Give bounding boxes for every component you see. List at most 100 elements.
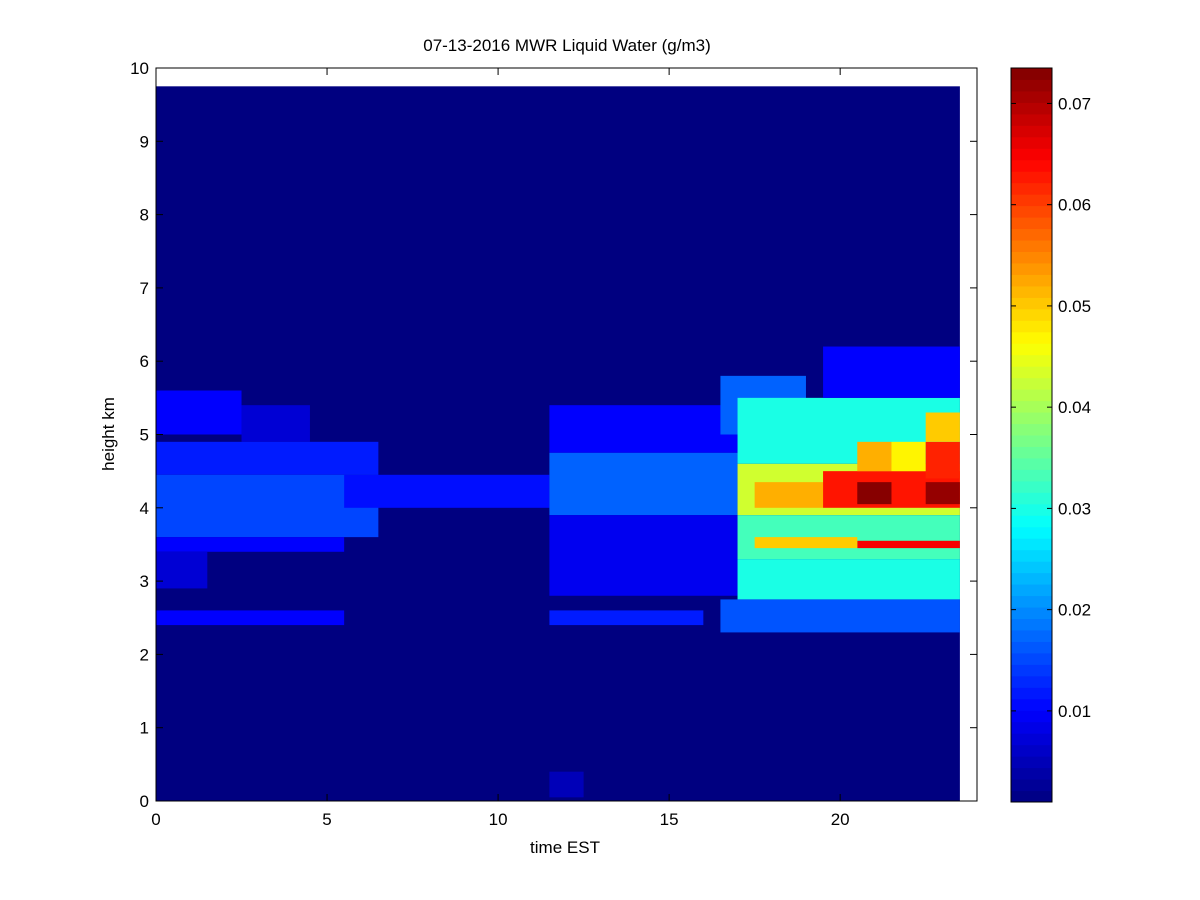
colorbar-ticks: 0.01 0.02 0.03 0.04 0.05 0.06 0.07	[1011, 94, 1091, 721]
y-tick-label: 7	[140, 279, 149, 298]
y-tick-label: 2	[140, 645, 149, 664]
colorbar-segment	[1011, 779, 1052, 792]
colorbar-segment	[1011, 423, 1052, 436]
colorbar-tick-label: 0.03	[1058, 499, 1091, 518]
heatmap-cell	[720, 599, 960, 633]
x-tick-label: 20	[831, 810, 850, 829]
colorbar-frame	[1010, 67, 1053, 803]
colorbar-segment	[1011, 595, 1052, 608]
colorbar-segment	[1011, 251, 1052, 264]
colorbar-segment	[1011, 182, 1052, 195]
colorbar-segment	[1011, 572, 1052, 585]
y-axis: 0 1 2 3 4 5 6 7 8 9 10	[130, 59, 977, 811]
x-tick-label: 5	[322, 810, 331, 829]
y-tick-label: 0	[140, 792, 149, 811]
colorbar-segment	[1011, 343, 1052, 356]
heatmap-cell	[857, 441, 892, 472]
y-tick-label: 1	[140, 719, 149, 738]
colorbar-segment	[1011, 687, 1052, 700]
colorbar-segment	[1011, 710, 1052, 723]
colorbar-segment	[1011, 652, 1052, 665]
colorbar-segment	[1011, 171, 1052, 184]
heatmap-cell	[925, 482, 960, 505]
x-axis-label: time EST	[530, 838, 600, 857]
y-axis-label: height km	[99, 397, 118, 471]
colorbar-tick-label: 0.02	[1058, 601, 1091, 620]
colorbar-segment	[1011, 240, 1052, 252]
heatmap-cell	[549, 610, 704, 626]
colorbar-segment	[1011, 664, 1052, 677]
colorbar-tick-label: 0.01	[1058, 702, 1091, 721]
colorbar-segment	[1011, 457, 1052, 470]
colorbar-segment	[1011, 274, 1052, 287]
heatmap-cell	[737, 559, 960, 600]
colorbar-segment	[1011, 366, 1052, 379]
colorbar-segment	[1011, 102, 1052, 115]
colorbar-segment	[1011, 549, 1052, 562]
colorbar-segment	[1011, 446, 1052, 459]
colorbar-segment	[1011, 698, 1052, 711]
colorbar-segment	[1011, 389, 1052, 402]
colorbar-segment	[1011, 607, 1052, 619]
colorbar-segment	[1011, 90, 1052, 103]
heatmap-cell	[823, 346, 960, 398]
heatmap-cell	[156, 390, 242, 435]
heatmap-cell	[754, 482, 824, 508]
colorbar-tick-label: 0.06	[1058, 196, 1091, 215]
x-tick-label: 10	[489, 810, 508, 829]
chart-title: 07-13-2016 MWR Liquid Water (g/m3)	[423, 36, 711, 55]
colorbar-segment	[1011, 68, 1052, 80]
x-tick-label: 15	[660, 810, 679, 829]
y-tick-label: 9	[140, 132, 149, 151]
heatmap-cell	[925, 412, 960, 442]
colorbar-segment	[1011, 675, 1052, 688]
y-tick-label: 6	[140, 352, 149, 371]
colorbar-segment	[1011, 308, 1052, 321]
heatmap-cell	[156, 610, 345, 626]
heatmap-cells	[156, 86, 960, 801]
heatmap-cell	[925, 441, 960, 479]
heatmap-cell	[156, 551, 208, 589]
colorbar-tick-label: 0.05	[1058, 297, 1091, 316]
colorbar-segment	[1011, 629, 1052, 642]
colorbar-segment	[1011, 148, 1052, 161]
y-tick-label: 8	[140, 206, 149, 225]
colorbar-segment	[1011, 262, 1052, 275]
colorbar-segment	[1011, 217, 1052, 230]
heatmap-cell	[344, 474, 550, 508]
colorbar-segment	[1011, 515, 1052, 528]
colorbar-segment	[1011, 733, 1052, 746]
colorbar-segment	[1011, 125, 1052, 138]
colorbar-segment	[1011, 756, 1052, 769]
colorbar-segment	[1011, 492, 1052, 505]
heatmap-cell	[891, 441, 926, 472]
colorbar-segment	[1011, 480, 1052, 493]
colorbar-segment	[1011, 561, 1052, 574]
heatmap-cell	[549, 405, 738, 453]
colorbar-segment	[1011, 136, 1052, 149]
colorbar-tick-label: 0.04	[1058, 398, 1091, 417]
colorbar-segment	[1011, 618, 1052, 631]
colorbar-segment	[1011, 331, 1052, 344]
y-tick-label: 3	[140, 572, 149, 591]
colorbar-segment	[1011, 538, 1052, 551]
colorbar-segment	[1011, 400, 1052, 413]
colorbar-segment	[1011, 744, 1052, 757]
colorbar-segment	[1011, 790, 1052, 803]
colorbar-segment	[1011, 159, 1052, 172]
colorbar-segment	[1011, 412, 1052, 425]
colorbar-segment	[1011, 767, 1052, 780]
heatmap-cell	[857, 540, 960, 549]
colorbar	[1011, 68, 1052, 803]
colorbar-segment	[1011, 526, 1052, 539]
heatmap-cell	[549, 515, 738, 596]
y-tick-label: 4	[140, 499, 149, 518]
heatmap-cell	[549, 771, 584, 798]
x-axis: 0 5 10 15 20	[151, 68, 850, 829]
colorbar-segment	[1011, 228, 1052, 241]
colorbar-segment	[1011, 285, 1052, 298]
colorbar-segment	[1011, 435, 1052, 447]
colorbar-segment	[1011, 194, 1052, 207]
heatmap-cell	[156, 441, 379, 475]
